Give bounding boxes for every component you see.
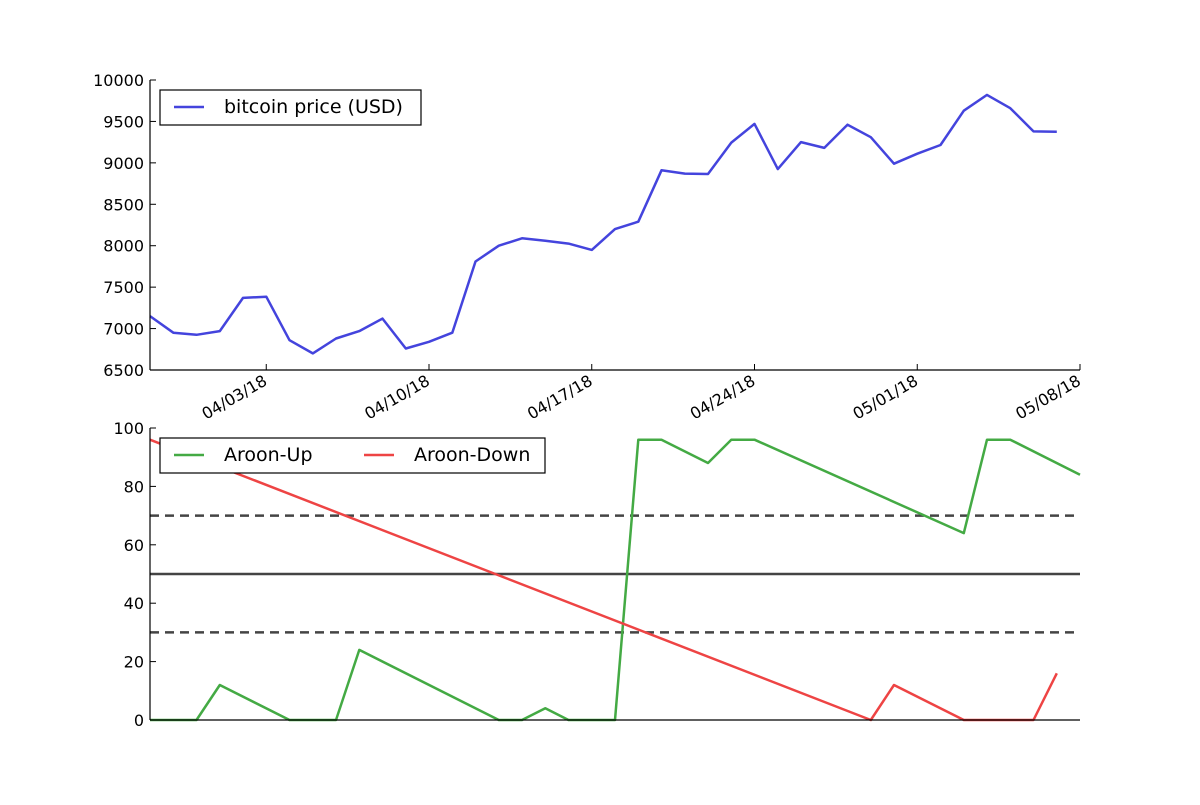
y-tick-label: 20 xyxy=(124,653,144,672)
y-tick-label: 8500 xyxy=(103,195,144,214)
legend: Aroon-Up Aroon-Down xyxy=(160,438,545,473)
legend-label: Aroon-Up xyxy=(224,444,313,466)
y-tick-label: 7500 xyxy=(103,278,144,297)
legend-label: Aroon-Down xyxy=(414,444,530,466)
y-tick-label: 9500 xyxy=(103,112,144,131)
x-tick-label: 04/03/18 xyxy=(199,371,271,423)
x-tick-label: 04/24/18 xyxy=(687,371,759,423)
y-tick-label: 9000 xyxy=(103,154,144,173)
y-tick-label: 8000 xyxy=(103,237,144,256)
y-tick-label: 80 xyxy=(124,477,144,496)
y-tick-label: 100 xyxy=(113,419,144,438)
x-tick-label: 04/10/18 xyxy=(361,371,433,423)
y-tick-label: 10000 xyxy=(93,71,144,90)
y-tick-label: 6500 xyxy=(103,361,144,380)
series-line-bitcoin-price-usd xyxy=(150,95,1057,354)
y-tick-label: 40 xyxy=(124,594,144,613)
series-line-aroon-down xyxy=(150,440,1057,720)
legend-label: bitcoin price (USD) xyxy=(224,96,403,118)
legend: bitcoin price (USD) xyxy=(160,90,421,125)
y-tick-label: 60 xyxy=(124,536,144,555)
x-tick-label: 04/17/18 xyxy=(524,371,596,423)
panel-1: 6500 7000 7500 8000 8500 9000 9500 10000 04/03/1… xyxy=(93,71,1084,423)
x-tick-label: 05/01/18 xyxy=(850,371,922,423)
y-tick-label: 0 xyxy=(134,711,144,730)
y-tick-label: 7000 xyxy=(103,320,144,339)
x-tick-label: 05/08/18 xyxy=(1012,371,1084,423)
series-line-aroon-up xyxy=(150,440,1080,720)
panel-2: 0 20 40 60 80 100 Aroon-Up Aroon-Down xyxy=(113,419,1080,730)
